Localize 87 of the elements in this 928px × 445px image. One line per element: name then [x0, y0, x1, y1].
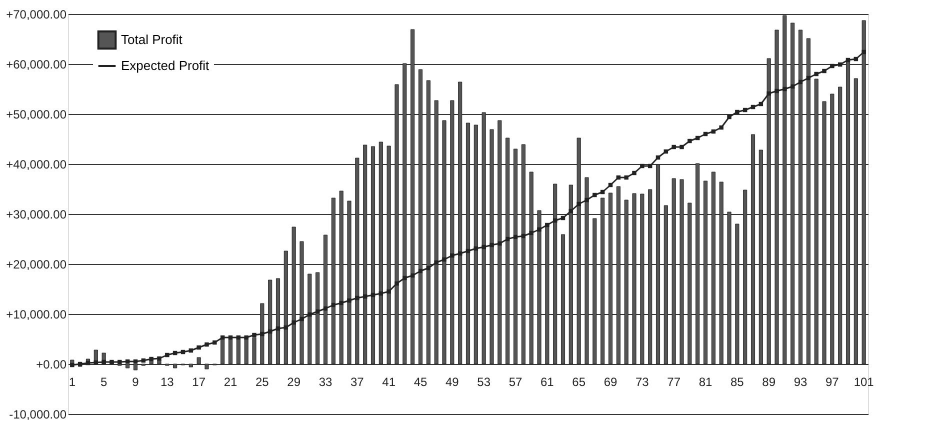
bar: [339, 190, 344, 364]
y-tick-label: +50,000.00: [6, 108, 67, 122]
x-tick-label: 57: [508, 375, 522, 389]
bar: [370, 146, 376, 364]
x-tick-label: 1: [68, 375, 76, 389]
x-tick-label: 13: [160, 375, 174, 389]
legend-label: Expected Profit: [121, 58, 210, 73]
bar: [648, 189, 652, 364]
x-tick-label: 77: [667, 375, 681, 389]
y-tick-label: +30,000.00: [6, 208, 67, 222]
bar: [188, 364, 193, 368]
bar: [782, 15, 787, 364]
x-tick-label: 81: [698, 375, 712, 389]
y-tick-label: +60,000.00: [6, 58, 67, 72]
bar: [173, 364, 178, 368]
bar: [703, 180, 708, 364]
x-tick-label: 37: [350, 375, 364, 389]
bar: [774, 30, 779, 364]
bar: [466, 122, 470, 364]
y-tick-label: -10,000.00: [9, 408, 67, 422]
bar: [513, 148, 518, 364]
bar: [355, 158, 360, 364]
bar: [680, 179, 684, 364]
x-tick-label: 69: [604, 375, 618, 389]
bar: [616, 186, 620, 364]
x-tick-label: 5: [100, 375, 108, 389]
bar: [735, 224, 740, 364]
bar: [711, 172, 716, 364]
bar: [664, 205, 668, 364]
bar: [688, 202, 692, 364]
x-tick-label: 97: [825, 375, 840, 389]
bar: [632, 193, 636, 364]
bar: [260, 303, 264, 364]
bar: [482, 112, 486, 364]
bar: [347, 200, 352, 364]
x-tick-label: 17: [192, 375, 206, 389]
x-tick-label: 45: [414, 375, 428, 389]
bar: [640, 194, 644, 364]
bar: [378, 142, 383, 364]
bar: [204, 364, 209, 370]
x-tick-label: 49: [445, 375, 460, 389]
bar: [608, 192, 613, 364]
bar: [696, 163, 700, 364]
x-tick-label: 93: [794, 375, 808, 389]
y-tick-label: +20,000.00: [6, 258, 67, 272]
bar: [719, 182, 724, 364]
x-tick-label: 29: [287, 375, 301, 389]
bar: [814, 78, 818, 364]
x-tick-label: 61: [540, 375, 554, 389]
x-tick-label: 101: [854, 375, 874, 389]
bar: [363, 144, 368, 364]
x-tick-label: 53: [477, 375, 491, 389]
bar: [854, 78, 858, 364]
bar: [656, 164, 660, 364]
bar: [727, 212, 732, 364]
bar: [474, 124, 478, 364]
bar: [560, 234, 566, 364]
x-tick-label: 21: [224, 375, 238, 389]
x-tick-label: 33: [318, 375, 332, 389]
x-tick-label: 25: [255, 375, 270, 389]
bar: [600, 198, 605, 364]
y-tick-label: +70,000.00: [6, 8, 67, 22]
bar: [624, 200, 628, 364]
y-tick-label: +0.00: [36, 358, 67, 372]
x-tick-label: 85: [730, 375, 744, 389]
bar: [458, 82, 462, 364]
bar: [592, 218, 597, 364]
y-tick-label: +40,000.00: [6, 158, 67, 172]
bar: [316, 272, 320, 364]
bar: [822, 101, 826, 364]
bar: [490, 129, 494, 364]
bar: [196, 357, 201, 364]
x-tick-label: 41: [382, 375, 396, 389]
x-tick-label: 65: [572, 375, 586, 389]
x-tick-label: 73: [635, 375, 650, 389]
bar: [830, 94, 834, 364]
bar: [268, 280, 272, 364]
legend-label: Total Profit: [121, 32, 183, 47]
bar: [758, 150, 763, 364]
x-tick-label: 89: [762, 375, 776, 389]
bar: [276, 278, 280, 364]
bar: [838, 86, 842, 364]
y-tick-label: +10,000.00: [6, 308, 67, 322]
x-tick-label: 9: [132, 375, 140, 389]
bar: [743, 190, 748, 364]
bar: [750, 134, 756, 364]
bar: [672, 178, 676, 364]
